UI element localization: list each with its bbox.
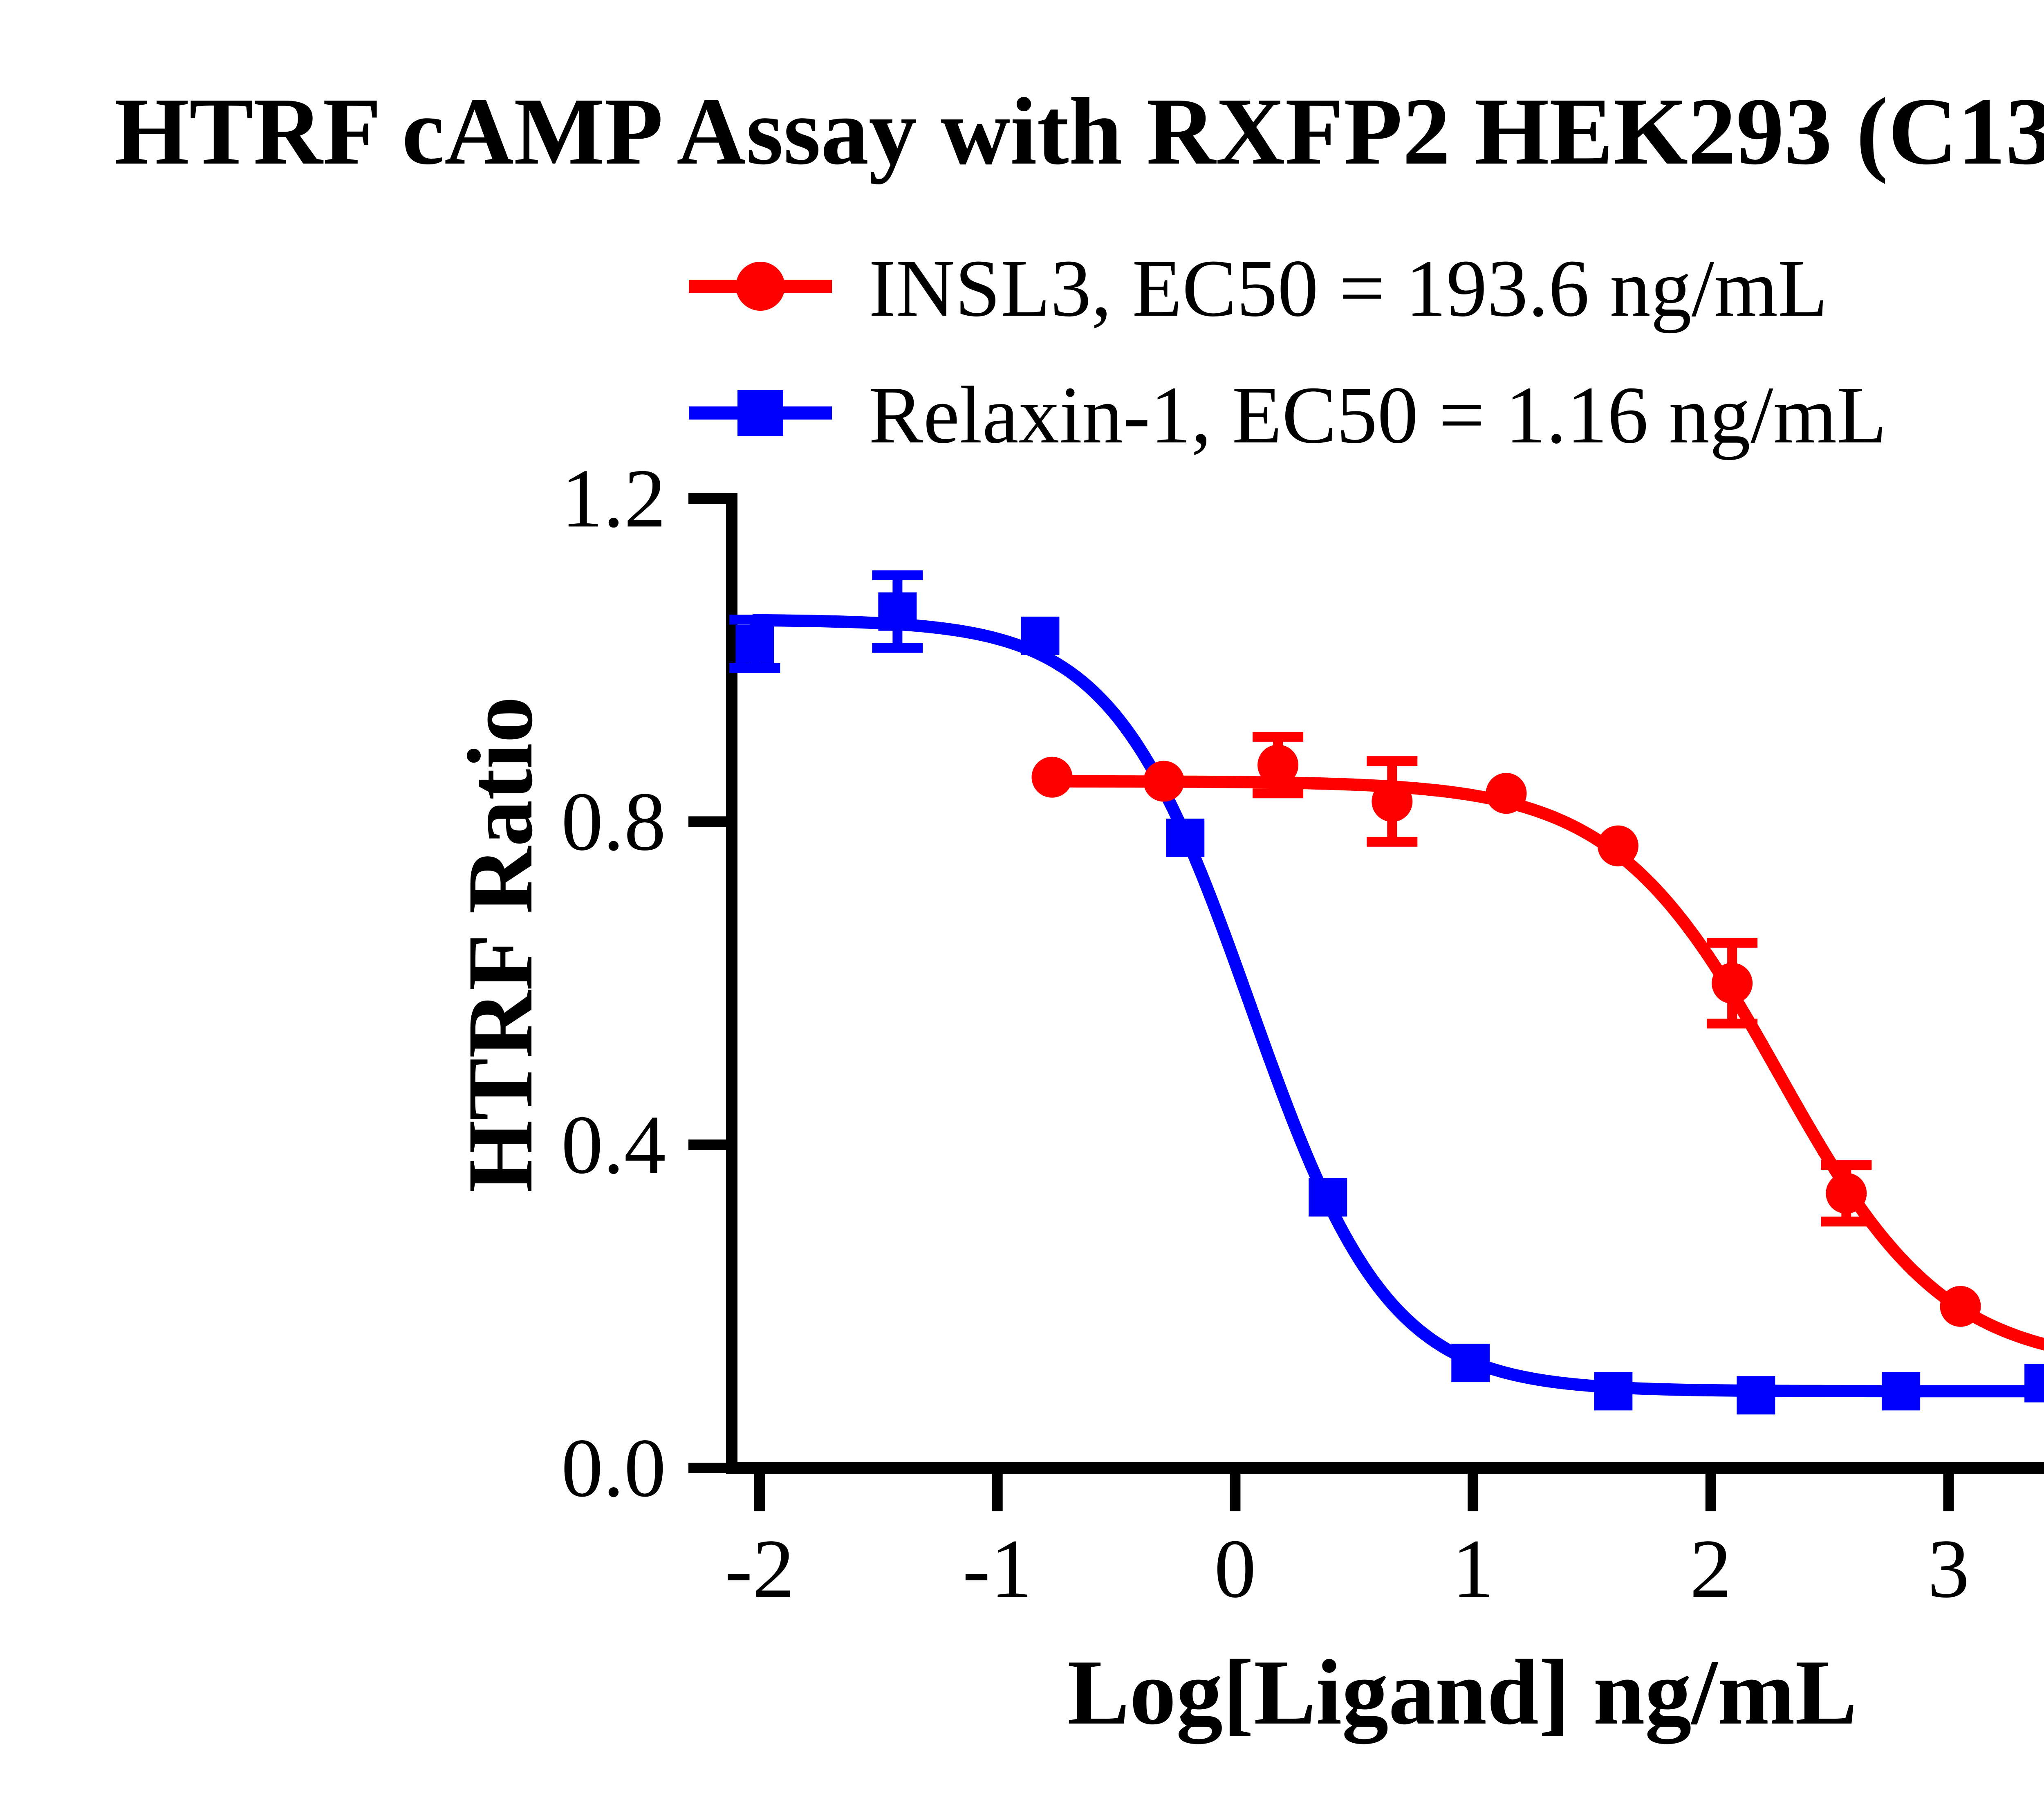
data-point-marker (1486, 773, 1527, 814)
data-point-marker (2024, 1364, 2044, 1403)
data-point-marker (1712, 963, 1753, 1004)
data-point-marker (1021, 616, 1060, 655)
chart-title: HTRF cAMP Assay with RXFP2 HEK293 (C13) … (114, 78, 2044, 184)
y-tick-label: 0.8 (561, 775, 666, 868)
y-tick-label: 0.0 (561, 1422, 666, 1515)
legend-marker-relaxin1-anchor (689, 390, 832, 436)
x-tick-label: 0 (1214, 1522, 1256, 1615)
data-point-marker (1597, 825, 1638, 866)
data-point-marker (1372, 781, 1413, 822)
legend-marker-insl3-anchor (689, 262, 832, 311)
legend-circle-marker-insl3 (736, 262, 785, 311)
data-point-marker (878, 592, 917, 631)
x-tick-label: -2 (725, 1522, 795, 1615)
x-tick-label: -1 (962, 1522, 1032, 1615)
data-point-marker (1166, 818, 1205, 857)
x-axis-title: Log[Ligand] ng/mL (1067, 1641, 1857, 1744)
data-point-marker (735, 624, 774, 663)
axes-layer: 0.00.40.81.2-2-101234 (561, 452, 2044, 1615)
legend-square-marker-relaxin-1 (737, 390, 783, 436)
y-tick-label: 0.4 (561, 1098, 666, 1191)
legend: INSL3, EC50 = 193.6 ng/mL Relaxin-1, EC5… (689, 243, 1887, 460)
data-point-marker (1940, 1286, 1981, 1327)
fit-curve-relaxin-1 (749, 614, 2044, 1398)
legend-item-relaxin1: Relaxin-1, EC50 = 1.16 ng/mL (689, 370, 1887, 460)
data-point-marker (1826, 1173, 1867, 1214)
data-point-marker (1451, 1344, 1490, 1383)
data-layer (729, 570, 2044, 1415)
legend-item-insl3: INSL3, EC50 = 193.6 ng/mL (689, 243, 1828, 334)
data-point-marker (1882, 1372, 1921, 1411)
data-point-marker (1031, 756, 1073, 798)
data-point-marker (1594, 1372, 1633, 1411)
x-tick-label: 1 (1452, 1522, 1494, 1615)
y-axis-title: HTRF Ratio (449, 696, 552, 1193)
series-relaxin-1 (729, 570, 2044, 1415)
y-tick-label: 1.2 (561, 452, 666, 545)
data-point-marker (1737, 1376, 1775, 1415)
legend-label-insl3: INSL3, EC50 = 193.6 ng/mL (869, 243, 1828, 334)
x-tick-label: 2 (1690, 1522, 1732, 1615)
series-insl3 (1031, 732, 2044, 1351)
data-point-marker (1257, 745, 1299, 786)
data-point-marker (1309, 1178, 1347, 1217)
legend-label-relaxin1: Relaxin-1, EC50 = 1.16 ng/mL (869, 370, 1887, 460)
x-tick-label: 3 (1927, 1522, 1970, 1615)
data-point-marker (1143, 761, 1184, 802)
